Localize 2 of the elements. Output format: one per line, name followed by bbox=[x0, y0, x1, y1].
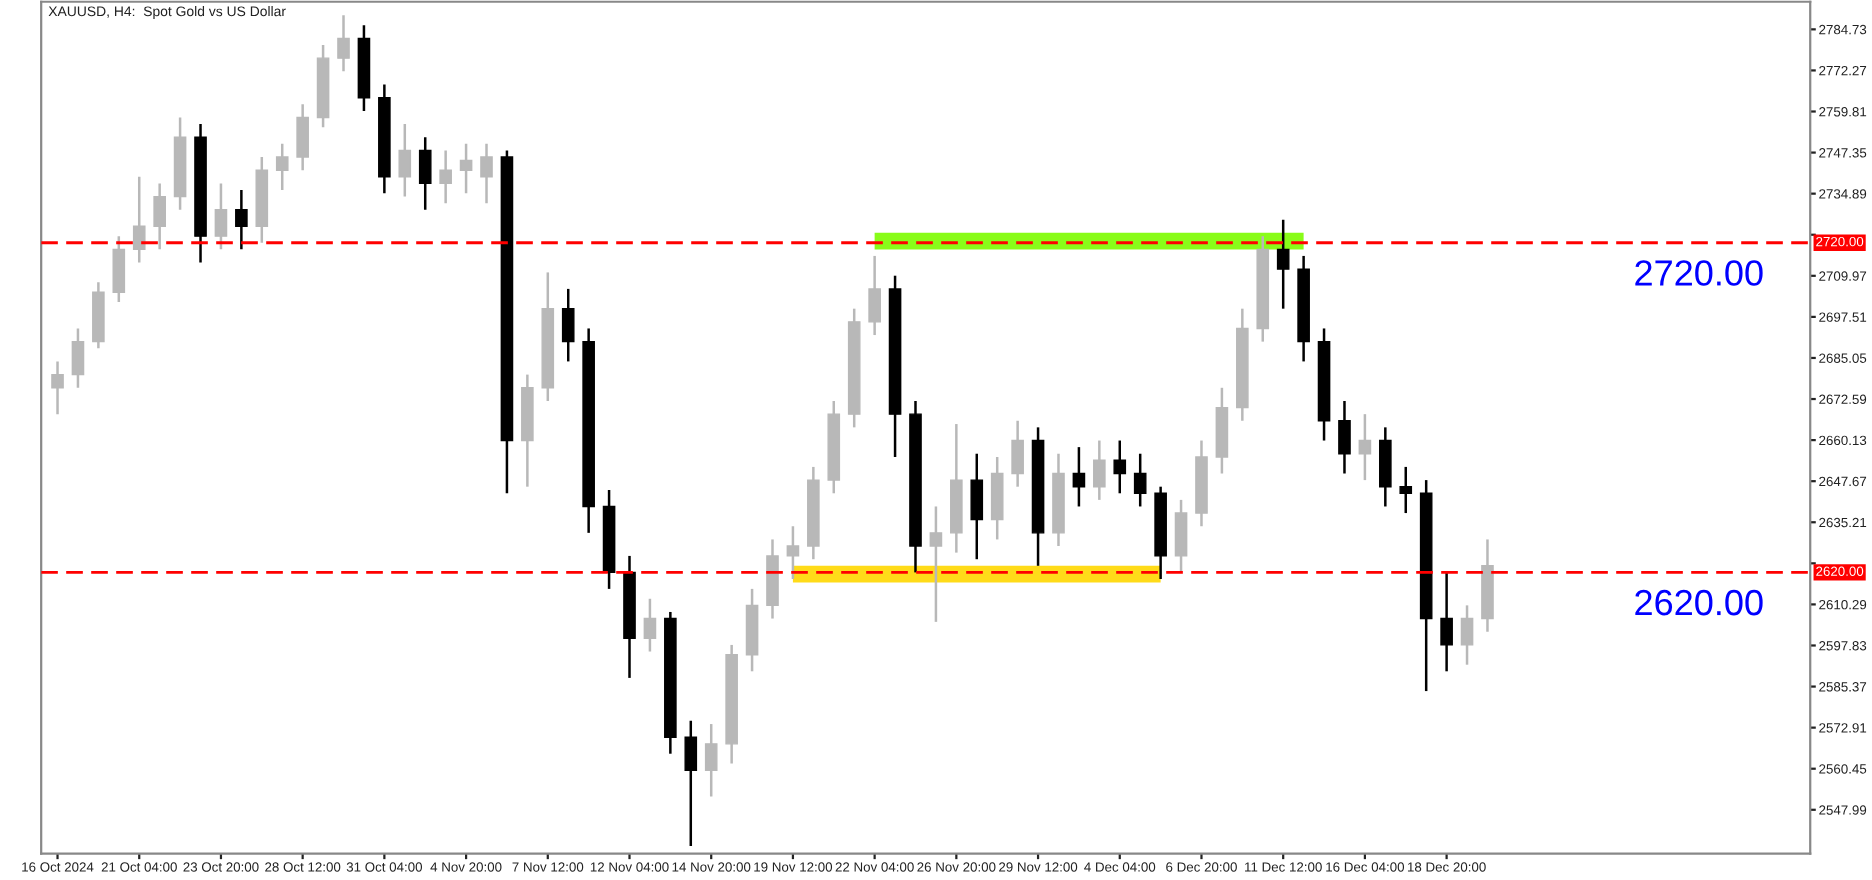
annotation: 2620.00 bbox=[1635, 589, 1763, 616]
annotation: 2720.00 bbox=[1635, 260, 1763, 286]
